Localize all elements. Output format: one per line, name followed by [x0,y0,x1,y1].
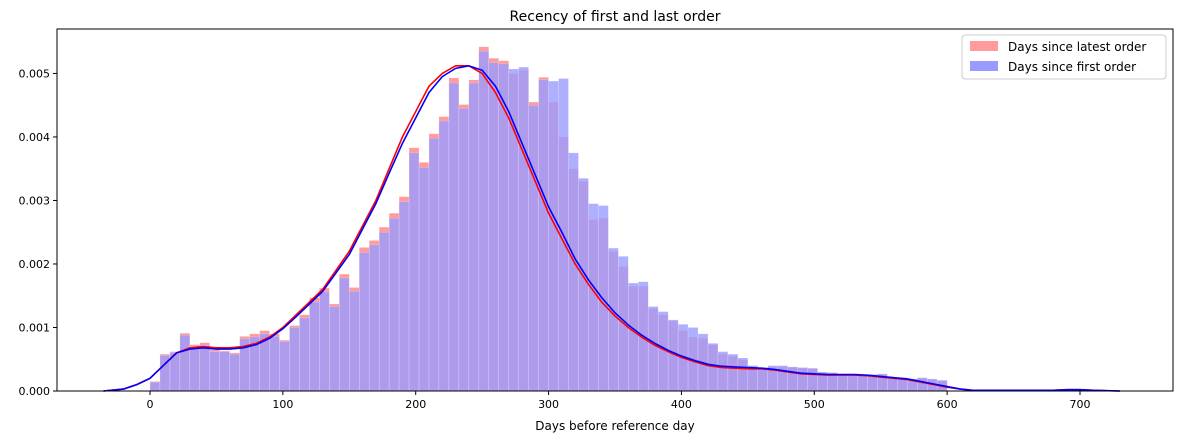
bar-first [349,291,360,392]
bar-first [727,353,739,392]
bar-first [548,80,559,392]
bar-first [578,178,589,392]
x-tick-label: 300 [538,398,559,411]
x-tick-label: 400 [671,398,692,411]
x-tick-label: 600 [937,398,958,411]
bar-first [398,201,410,392]
bar-first [857,374,868,392]
legend-label-latest: Days since latest order [1008,40,1146,54]
bar-first [269,336,280,392]
bar-first [329,306,340,392]
legend-box [961,34,1167,80]
bar-first [787,366,798,392]
bar-first [498,63,509,392]
bar-first [279,341,290,392]
bar-first [518,66,529,392]
bar-first [488,62,500,392]
legend-swatch-first [970,61,998,71]
y-tick-label: 0.000 [19,385,51,398]
bar-first [478,50,490,392]
bar-first [568,152,579,392]
bar-first [388,218,400,392]
bar-first [408,152,420,392]
legend-label-first: Days since first order [1008,60,1136,74]
bar-first [608,247,619,392]
bar-first [508,68,519,392]
bar-first [458,108,470,392]
y-axis: 0.000 0.001 0.002 0.003 0.004 0.005 [19,67,57,398]
x-tick-label: 100 [272,398,293,411]
bar-first [528,104,539,392]
y-tick-label: 0.003 [19,194,51,207]
chart-title: Recency of first and last order [510,9,721,25]
x-tick-label: 500 [804,398,825,411]
bar-first [647,306,659,392]
bar-first [219,351,230,392]
y-tick-label: 0.004 [19,131,51,144]
bar-first [359,252,370,392]
bar-first [717,351,729,392]
bar-first [438,120,450,392]
bar-first [448,82,460,392]
bar-first [737,357,749,392]
y-tick-label: 0.002 [19,258,51,271]
bar-first [189,346,201,392]
x-axis-label: Days before reference day [535,419,694,433]
bar-first [199,345,211,392]
bar-first [588,203,599,392]
kde-lines [103,65,1120,392]
bar-first [229,353,240,392]
bar-first [468,82,480,392]
bar-first [209,351,220,392]
x-tick-label: 700 [1070,398,1091,411]
kde-line-first [103,65,1120,392]
bar-first [757,367,769,392]
x-axis: 0 100 200 300 400 500 600 700 [147,391,1091,411]
bar-first [309,301,320,392]
bar-first [289,327,300,392]
bar-first [319,291,330,392]
bar-first [149,381,161,392]
bar-first [628,282,639,392]
bar-first [807,367,818,392]
bar-first [917,377,928,392]
bar-first [299,317,310,392]
bar-first [538,79,549,392]
bar-first [179,334,191,392]
legend-swatch-latest [970,41,998,51]
bar-first [837,374,848,392]
x-tick-label: 0 [147,398,154,411]
plot-frame [56,28,1174,392]
bar-first [797,367,808,392]
bar-first [368,244,380,392]
series-first-bars [149,50,948,392]
bar-first [418,167,430,392]
bar-first [378,231,390,392]
bar-first [847,374,858,392]
legend: Days since latest order Days since first… [961,34,1167,80]
bar-first [339,277,350,392]
bar-first [428,137,440,392]
bar-first [598,205,609,392]
y-tick-label: 0.005 [19,67,51,80]
x-tick-label: 200 [405,398,426,411]
y-tick-label: 0.001 [19,321,51,334]
